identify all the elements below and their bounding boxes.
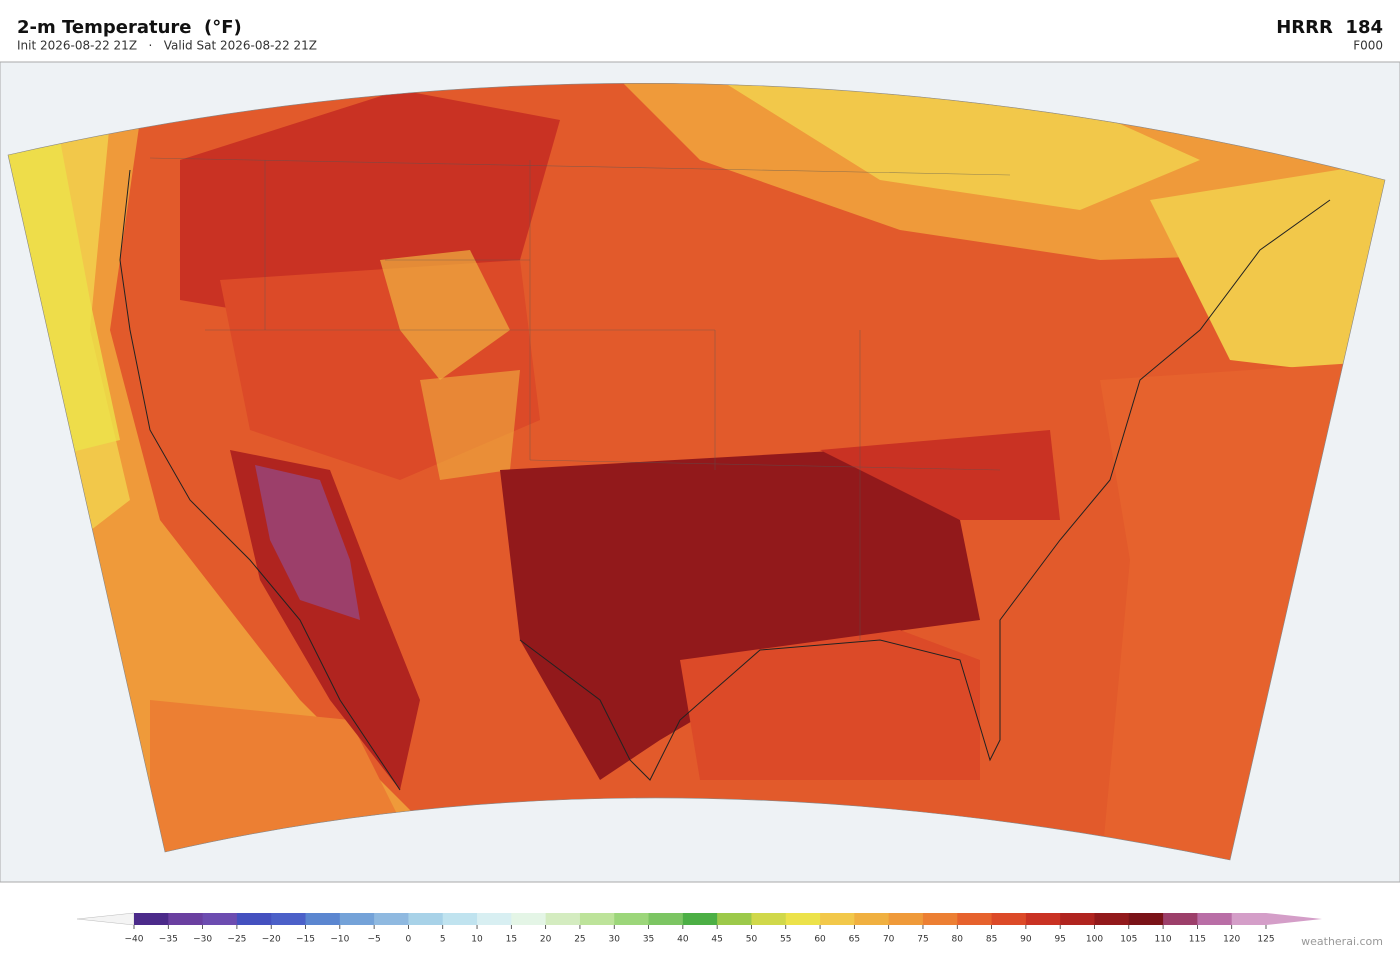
credit: weatherai.com — [1301, 935, 1383, 948]
colorbar-bin — [202, 913, 238, 925]
colorbar-bin — [374, 913, 409, 925]
colorbar-bin — [1231, 913, 1267, 925]
colorbar-tick-label: 10 — [471, 935, 483, 945]
coastline — [519, 199, 1331, 781]
colorbar-tick-label: −35 — [159, 935, 178, 945]
colorbar-tick-label: −15 — [296, 935, 315, 945]
colorbar-tick-label: −10 — [330, 935, 349, 945]
colorbar-tick-label: 15 — [506, 935, 517, 945]
colorbar-bin — [717, 913, 752, 925]
colorbar-tick-label: 65 — [849, 935, 860, 945]
colorbar-bin — [1128, 913, 1164, 925]
colorbar-bin — [648, 913, 684, 925]
colorbar-bin — [1163, 913, 1198, 925]
colorbar-bin — [442, 913, 478, 925]
colorbar-tick-label: 50 — [746, 935, 758, 945]
colorbar-tick-label: 40 — [677, 935, 689, 945]
colorbar-tick-label: 20 — [540, 935, 552, 945]
colorbar-extend-high — [1266, 913, 1322, 925]
colorbar-tick-label: −25 — [227, 935, 246, 945]
colorbar-bin — [1060, 913, 1095, 925]
model-label: HRRR 184 — [1276, 17, 1383, 38]
colorbar-tick-label: 45 — [711, 935, 722, 945]
colorbar-tick-label: 105 — [1120, 935, 1137, 945]
colorbar-bin — [477, 913, 512, 925]
colorbar-tick-label: 110 — [1154, 935, 1171, 945]
colorbar-bin — [408, 913, 444, 925]
colorbar: −40 −35 −30 −25 −20 −15 −10 −5 0 5 10 15 20 25 30 35 40 4… — [76, 912, 1322, 945]
colorbar-bin — [236, 913, 272, 925]
colorbar-bin — [957, 913, 993, 925]
colorbar-tick-label: 95 — [1054, 935, 1065, 945]
colorbar-bin — [545, 913, 581, 925]
borders — [149, 157, 1011, 640]
colorbar-bin — [682, 913, 718, 925]
colorbar-tick-label: 75 — [917, 935, 928, 945]
colorbar-tick-label: 90 — [1020, 935, 1032, 945]
coastline — [119, 169, 401, 791]
colorbar-tick-label: 60 — [814, 935, 826, 945]
colorbar-tick-label: −40 — [125, 935, 144, 945]
title: 2-m Temperature (°F) — [17, 17, 242, 38]
colorbar-tick-label: 100 — [1086, 935, 1103, 945]
colorbar-bin — [305, 913, 341, 925]
colorbar-bin — [614, 913, 650, 925]
colorbar-bin — [511, 913, 547, 925]
colorbar-tick-label: −30 — [193, 935, 212, 945]
colorbar-tick-label: 120 — [1223, 935, 1240, 945]
forecast-hour: F000 — [1353, 39, 1383, 53]
colorbar-bin — [888, 913, 924, 925]
subtitle: Init 2026-08-22 21Z · Valid Sat 2026-08-… — [17, 39, 317, 53]
colorbar-tick-label: 85 — [986, 935, 997, 945]
colorbar-tick-label: 80 — [952, 935, 964, 945]
colorbar-bin — [991, 913, 1027, 925]
colorbar-bin — [1197, 913, 1233, 925]
colorbar-bin — [922, 913, 958, 925]
colorbar-bin — [854, 913, 890, 925]
colorbar-tick-label: 55 — [780, 935, 791, 945]
colorbar-bin — [751, 913, 787, 925]
colorbar-tick-label: 25 — [574, 935, 585, 945]
colorbar-bin — [134, 913, 169, 925]
colorbar-bin — [271, 913, 307, 925]
colorbar-bin — [820, 913, 855, 925]
colorbar-bin — [785, 913, 821, 925]
colorbar-tick-label: 0 — [406, 935, 412, 945]
colorbar-tick-label: −5 — [367, 935, 380, 945]
colorbar-bin — [579, 913, 615, 925]
colorbar-tick-label: 125 — [1257, 935, 1274, 945]
colorbar-tick-label: 30 — [609, 935, 621, 945]
colorbar-tick-label: 35 — [643, 935, 654, 945]
colorbar-bin — [168, 913, 204, 925]
colorbar-bin — [1025, 913, 1061, 925]
colorbar-tick-label: 70 — [883, 935, 895, 945]
colorbar-tick-label: 115 — [1189, 935, 1206, 945]
colorbar-bin — [1094, 913, 1130, 925]
colorbar-tick-label: −20 — [262, 935, 281, 945]
colorbar-tick-label: 5 — [440, 935, 446, 945]
colorbar-bin — [339, 913, 375, 925]
map — [0, 61, 1400, 883]
colorbar-extend-low — [76, 912, 135, 926]
